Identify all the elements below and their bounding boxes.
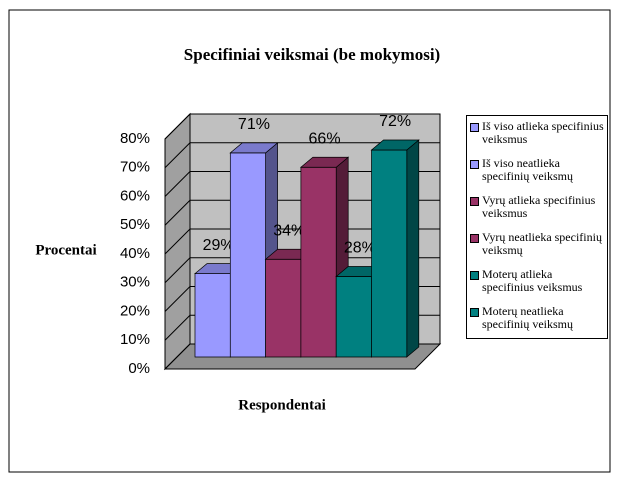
legend-label: Moterų neatlieka specifinių veiksmų (482, 304, 573, 331)
bar-front (300, 166, 337, 358)
bar-front (265, 258, 302, 358)
bar-top (370, 139, 420, 151)
legend-swatch (470, 234, 479, 243)
legend-label: Iš viso neatlieka specifinių veiksmų (482, 156, 573, 183)
y-tick-label: 50% (120, 216, 150, 233)
y-tick-label: 10% (120, 331, 150, 348)
data-label: 71% (238, 116, 270, 133)
legend-label: Moterų atlieka specifinius veiksmus (482, 267, 583, 294)
grid-line (164, 171, 191, 197)
legend-swatch (470, 271, 479, 280)
y-tick-label: 60% (120, 187, 150, 204)
legend-swatch (470, 160, 479, 169)
grid-line (164, 142, 191, 169)
grid-line (164, 314, 191, 341)
grid-line (164, 199, 191, 226)
legend-entry: Iš viso neatlieka specifinių veiksmų (470, 157, 604, 183)
y-tick-label: 0% (128, 360, 150, 377)
data-label: 72% (379, 113, 411, 130)
y-axis-label: Procentai (35, 242, 96, 258)
legend-entry: Vyrų neatlieka specifinių veiksmų (470, 231, 604, 257)
y-tick-label: 80% (120, 130, 150, 147)
legend-swatch (470, 308, 479, 317)
grid-line (164, 286, 191, 312)
grid-line (164, 257, 191, 284)
bar-front (229, 152, 266, 358)
data-label: 66% (309, 130, 341, 147)
y-tick-label: 70% (120, 159, 150, 176)
chart-title: Specifiniai veiksmai (be mokymosi) (184, 45, 440, 64)
legend-entry: Moterų atlieka specifinius veiksmus (470, 268, 604, 294)
bar-front (335, 276, 372, 358)
data-label: 29% (203, 237, 235, 254)
bar-front (194, 273, 231, 358)
data-label: 28% (344, 240, 376, 257)
legend: Iš viso atlieka specifinius veiksmus Iš v… (466, 115, 608, 339)
bar-top (229, 142, 279, 154)
legend-entry: Iš viso atlieka specifinius veiksmus (470, 120, 604, 146)
legend-label: Vyrų neatlieka specifinių veiksmų (482, 230, 602, 257)
grid-line (164, 343, 191, 370)
bar-side (406, 139, 420, 358)
legend-entry: Vyrų atlieka specifinius veiksmus (470, 194, 604, 220)
legend-label: Vyrų atlieka specifinius veiksmus (482, 193, 596, 220)
x-axis-label: Respondentai (238, 397, 326, 413)
bar-front (371, 149, 408, 358)
legend-entry: Moterų neatlieka specifinių veiksmų (470, 305, 604, 331)
bar-top (299, 156, 350, 168)
frame (8, 9, 611, 473)
grid-line (164, 228, 191, 255)
grid-line (164, 113, 191, 140)
bar (299, 156, 350, 358)
legend-label: Iš viso atlieka specifinius veiksmus (482, 119, 604, 146)
y-tick-label: 30% (120, 274, 150, 291)
legend-swatch (470, 123, 479, 132)
data-label: 34% (273, 222, 305, 239)
y-tick-label: 40% (120, 245, 150, 262)
bar (370, 139, 420, 358)
y-tick-label: 20% (120, 302, 150, 319)
legend-swatch (470, 197, 479, 206)
